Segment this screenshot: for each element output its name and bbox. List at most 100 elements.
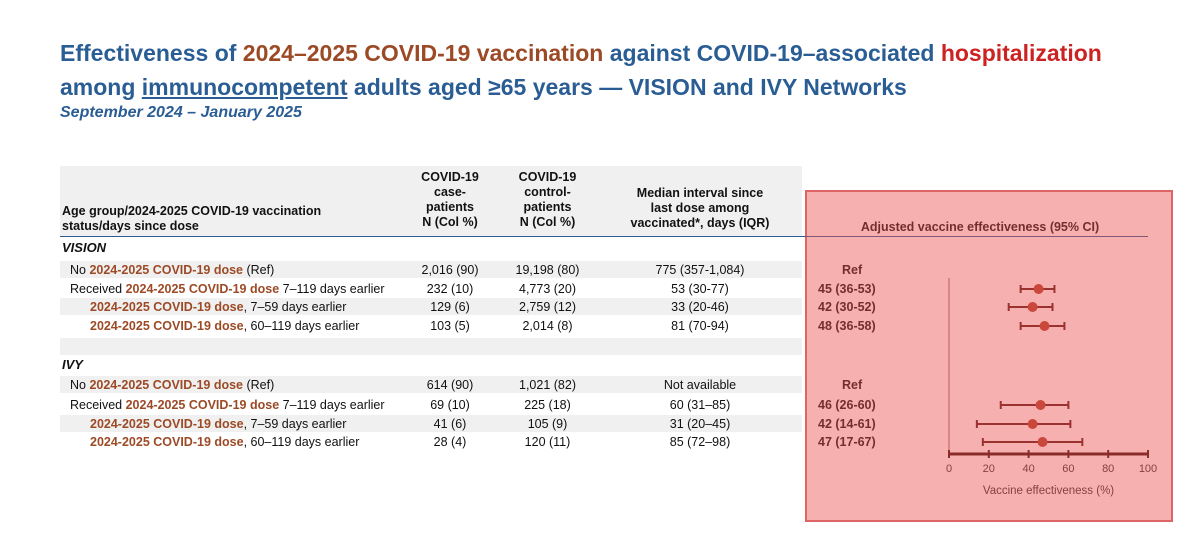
header-rule [60,236,1148,237]
row-label: 2024-2025 COVID-19 dose, 7–59 days earli… [90,299,346,315]
x-axis-label: Vaccine effectiveness (%) [983,485,1114,497]
row-label-dose: 2024-2025 COVID-19 dose [125,398,280,412]
x-tick-label: 60 [1062,463,1074,475]
header-median-interval: Median interval since last dose among va… [610,186,790,231]
title-part-6: immunocompetent [141,74,348,100]
row-label-suffix: 7–119 days earlier [279,398,385,412]
row-ve-value: 47 (17-67) [818,435,876,449]
ve-point [1027,302,1038,312]
row-label-suffix: (Ref) [243,263,275,277]
row-cases: 103 (5) [430,319,470,333]
row-label-dose: 2024-2025 COVID-19 dose [89,263,244,277]
row-cases: 614 (90) [426,378,474,392]
title-part-4: hospitalization [940,40,1102,66]
row-ve-value: 42 (14-61) [818,417,876,431]
row-cases: 2,016 (90) [421,263,479,277]
row-interval: 53 (30-77) [671,282,729,296]
header-case-line-2: case- [434,185,466,199]
row-controls: 19,198 (80) [515,263,580,277]
row-controls: 120 (11) [524,435,571,449]
row-controls: 2,014 (8) [522,319,573,333]
row-ve-value: Ref [842,263,863,277]
header-vaccine-effectiveness: Adjusted vaccine effectiveness (95% CI) [860,220,1100,234]
row-label: Received 2024-2025 COVID-19 dose 7–119 d… [70,281,385,297]
row-interval: Not available [663,378,737,392]
row-band [60,376,802,393]
row-interval: 60 (31–85) [669,398,731,412]
row-label-suffix: , 7–59 days earlier [243,300,347,314]
row-label-dose: 2024-2025 COVID-19 dose [90,300,244,314]
row-label-dose: 2024-2025 COVID-19 dose [90,319,244,333]
row-controls: 225 (18) [524,398,571,412]
x-tick-label: 40 [1022,463,1034,475]
chart-subtitle: September 2024 – January 2025 [60,104,302,121]
header-case-line-3: patients [426,200,474,214]
row-band [60,415,802,432]
row-controls: 2,759 (12) [519,300,576,314]
x-tick-label: 20 [983,463,995,475]
x-tick-label: 0 [946,463,952,475]
header-age-group: Age group/2024-2025 COVID-19 vaccination… [62,204,402,234]
row-label-dose: 2024-2025 COVID-19 dose [89,378,244,392]
row-label: Received 2024-2025 COVID-19 dose 7–119 d… [70,397,385,413]
row-cases: 232 (10) [426,282,474,296]
row-interval: 775 (357-1,084) [655,263,745,277]
header-case-patients: COVID-19 case- patients N (Col %) [405,170,495,230]
title-part-3: against COVID-19–associated [603,40,941,66]
row-controls: 4,773 (20) [519,282,576,296]
header-control-line-1: COVID-19 [518,170,577,184]
header-background [60,166,802,236]
row-ve-value: 42 (30-52) [818,300,876,314]
row-controls: 1,021 (82) [519,378,576,392]
header-interval-line-3: vaccinated*, days (IQR) [630,216,770,230]
header-case-line-4: N (Col %) [422,215,478,229]
ve-point [1033,284,1044,294]
ve-point [1037,437,1048,447]
row-label: 2024-2025 COVID-19 dose, 60–119 days ear… [90,318,359,334]
title-part-2: 2024–2025 COVID-19 vaccination [242,40,604,66]
row-ve-value: 46 (26-60) [818,398,876,412]
row-ve-value: 48 (36-58) [818,319,876,333]
title-part-1: Effectiveness of [60,40,243,66]
header-interval-line-1: Median interval since [636,186,764,200]
ve-point [1027,419,1038,429]
header-age-group-line-2: status/days since dose [62,219,199,233]
header-age-group-line-1: Age group/2024-2025 COVID-19 vaccination [62,204,322,218]
header-control-line-2: control- [524,185,571,199]
section-separator [60,338,802,355]
row-cases: 41 (6) [433,417,467,431]
row-cases: 28 (4) [433,435,467,449]
header-case-line-1: COVID-19 [421,170,479,184]
section-label-ivy: IVY [62,357,83,372]
row-label-dose: 2024-2025 COVID-19 dose [125,282,280,296]
row-cases: 69 (10) [430,398,470,412]
header-control-line-3: patients [523,200,572,214]
row-ve-value: Ref [842,378,863,392]
row-label: No 2024-2025 COVID-19 dose (Ref) [70,262,274,278]
row-band [60,261,802,278]
row-interval: 33 (20-46) [671,300,729,314]
x-tick-label: 80 [1102,463,1114,475]
highlight-overlay [805,190,1173,522]
header-control-patients: COVID-19 control- patients N (Col %) [500,170,595,230]
row-interval: 81 (70-94) [671,319,729,333]
row-label-suffix: , 60–119 days earlier [243,435,360,449]
row-interval: 85 (72–98) [669,435,731,449]
row-label-prefix: Received [70,282,126,296]
header-interval-line-2: last dose among [650,201,750,215]
row-label-suffix: (Ref) [243,378,275,392]
section-label-vision: VISION [62,240,107,255]
row-ve-value: 45 (36-53) [818,282,876,296]
row-label: 2024-2025 COVID-19 dose, 7–59 days earli… [90,416,346,432]
row-cases: 129 (6) [430,300,470,314]
row-label-suffix: , 60–119 days earlier [243,319,360,333]
row-label: 2024-2025 COVID-19 dose, 60–119 days ear… [90,434,359,450]
row-label-dose: 2024-2025 COVID-19 dose [90,417,244,431]
ve-point [1039,321,1050,331]
row-band [60,298,802,315]
row-label-prefix: No [70,378,90,392]
title-part-5: among [60,74,142,100]
chart-title: Effectiveness of 2024–2025 COVID-19 vacc… [60,36,1180,104]
x-tick-label: 100 [1139,463,1157,475]
